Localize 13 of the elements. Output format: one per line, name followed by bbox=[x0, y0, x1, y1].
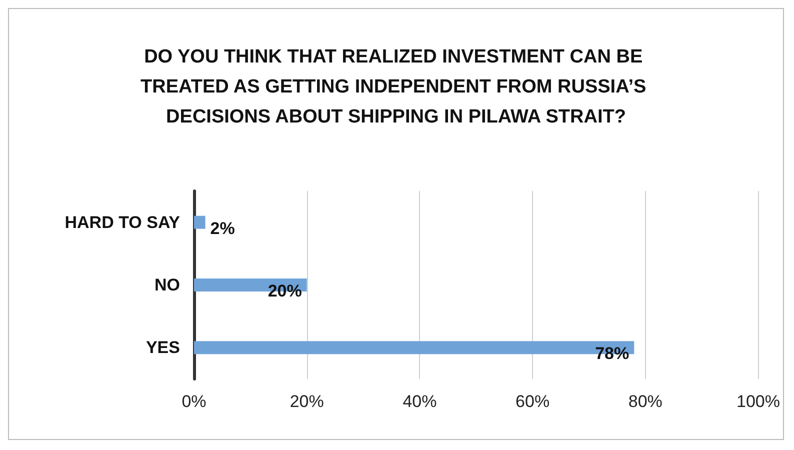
data-label: 78% bbox=[595, 344, 630, 364]
x-tick-label: 80% bbox=[628, 392, 662, 411]
x-tick-label: 60% bbox=[516, 392, 550, 411]
x-tick-label: 0% bbox=[182, 392, 206, 411]
y-tick-label: NO bbox=[154, 276, 180, 294]
x-tick-label: 20% bbox=[290, 392, 324, 411]
data-label: 2% bbox=[210, 218, 235, 238]
bar bbox=[194, 216, 206, 229]
x-tick-label: 40% bbox=[402, 392, 437, 411]
x-tick-label: 100% bbox=[736, 392, 780, 411]
y-tick-label: YES bbox=[146, 338, 180, 358]
chart-title: DO YOU THINK THAT REALIZED INVESTMENT CAN BE TREATED AS GETTING INDEPENDENT FROM RUSSIA’S DECISIONS ABOUT SHIPPING IN PILAWA STRAIT? bbox=[140, 46, 652, 128]
y-tick-label: HARD TO SAY bbox=[64, 212, 181, 232]
